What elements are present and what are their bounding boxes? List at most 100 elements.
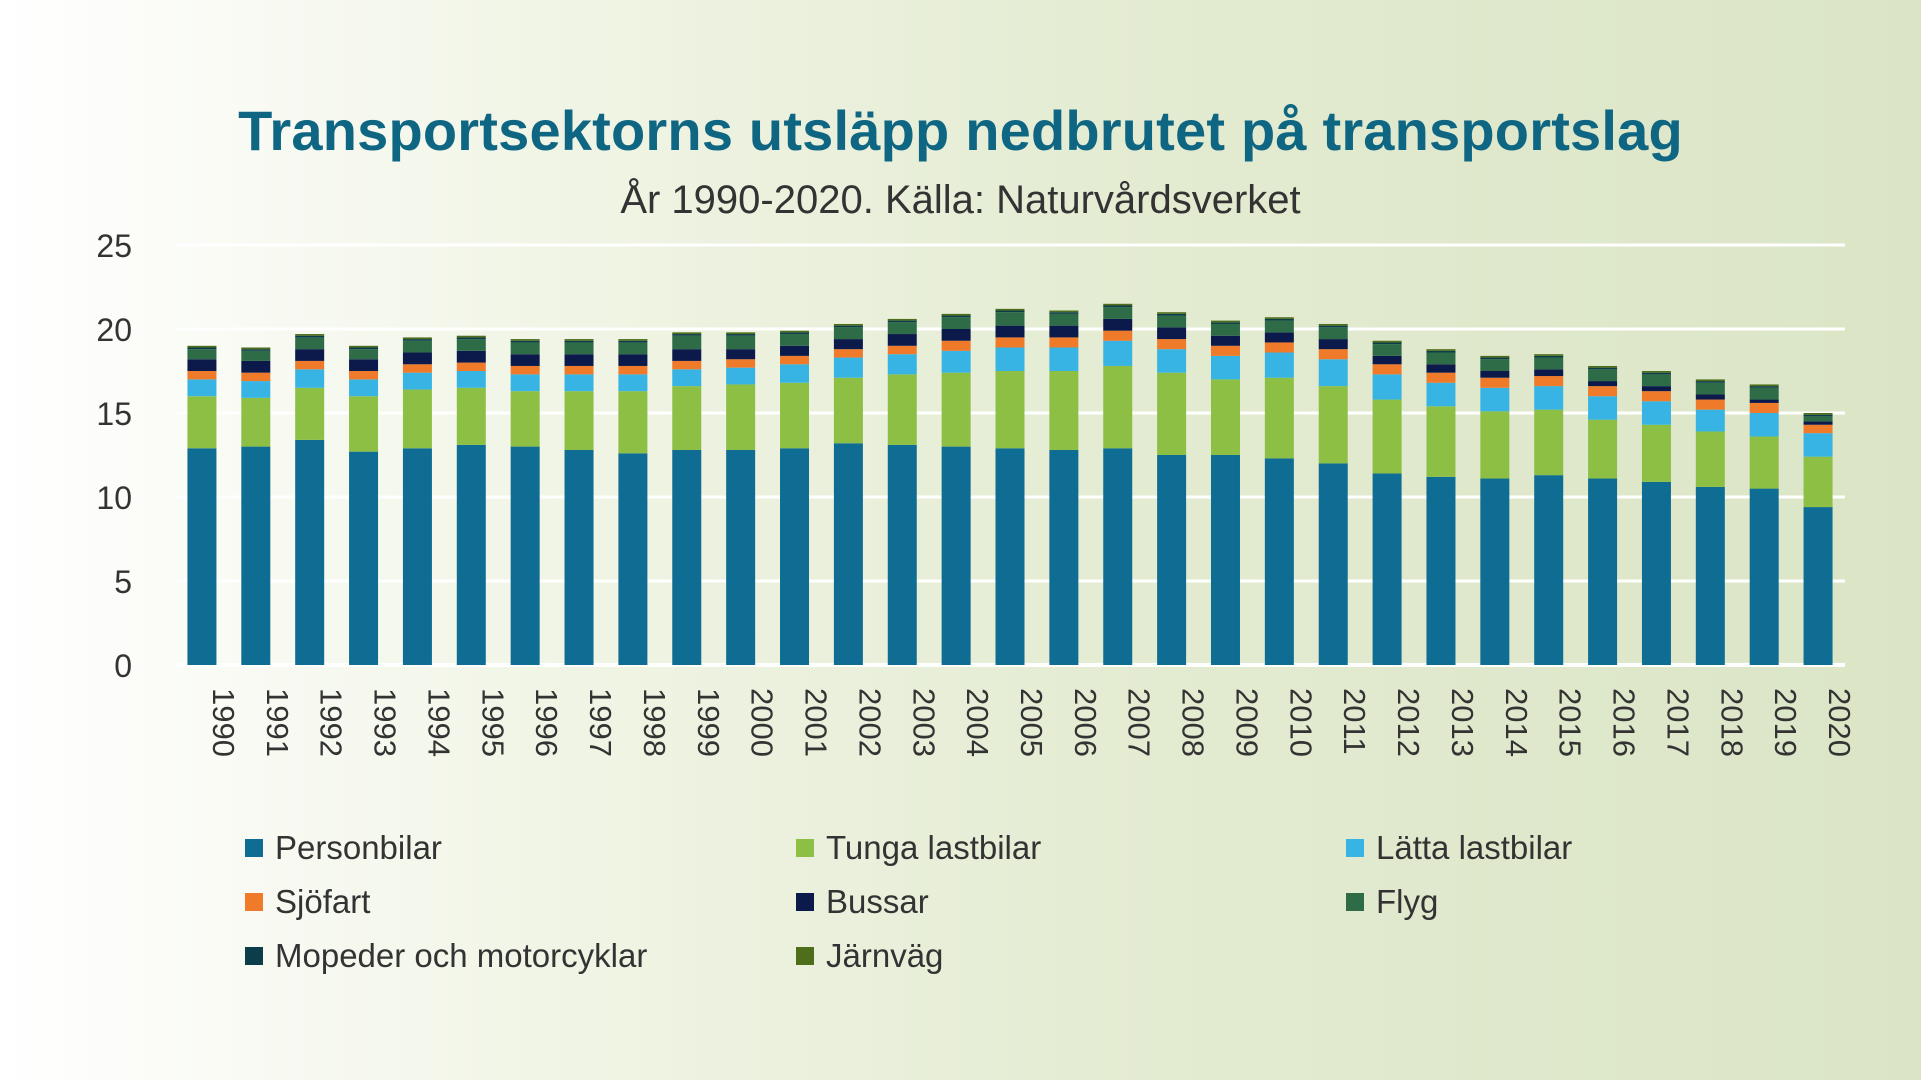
bar-segment [349, 379, 379, 397]
legend-label: Tunga lastbilar [826, 829, 1042, 866]
legend-label: Järnväg [826, 937, 944, 974]
bar-segment [349, 349, 379, 360]
bar-segment [1803, 507, 1833, 665]
bar-segment [349, 371, 379, 380]
bar-segment [1372, 374, 1402, 400]
bar-segment [402, 337, 432, 340]
bar-segment [1264, 317, 1294, 319]
x-tick-label: 2000 [745, 688, 780, 757]
bar-segment [241, 360, 271, 373]
bar-segment [1103, 303, 1133, 306]
bar-segment [1641, 424, 1671, 482]
bar-segment [1749, 399, 1779, 403]
bar-segment [1695, 431, 1725, 487]
bar-segment [1049, 337, 1079, 348]
bar-segment [618, 354, 648, 366]
bar-segment [672, 449, 702, 665]
bar-segment [456, 387, 486, 445]
bar-segment [1588, 419, 1618, 479]
bar-segment [941, 329, 971, 341]
bar-segment [1157, 372, 1187, 455]
bar-segment [887, 374, 917, 445]
bar-segment [1534, 355, 1564, 358]
bar-segment [1210, 379, 1240, 455]
bar-segment [295, 349, 325, 361]
x-tick-label: 2009 [1229, 688, 1264, 757]
y-tick-label: 15 [96, 396, 132, 432]
bar-segment [780, 364, 810, 383]
bar-segment [241, 350, 271, 361]
bar-segment [618, 365, 648, 375]
bar-segment [726, 334, 756, 336]
x-tick-label: 2004 [960, 688, 995, 757]
bar-segment [726, 449, 756, 665]
y-axis-tick-labels: 0 5 10 15 20 25 [96, 228, 132, 684]
bar-segment [1588, 381, 1618, 387]
bar-segment [833, 377, 863, 444]
legend-label: Sjöfart [275, 883, 371, 920]
bar-segment [1264, 318, 1294, 321]
bar-segment [672, 332, 702, 335]
bar-segment [1264, 342, 1294, 353]
bar-segment [1157, 313, 1187, 316]
legend-swatch [796, 893, 814, 911]
legend-label: Lätta lastbilar [1376, 829, 1573, 866]
bar-segment [1641, 386, 1671, 392]
legend-label: Mopeder och motorcyklar [275, 937, 648, 974]
x-tick-label: 2010 [1283, 688, 1318, 757]
bar-segment [1534, 475, 1564, 665]
bar-segment [187, 345, 217, 348]
legend-label: Bussar [826, 883, 929, 920]
y-tick-label: 25 [96, 228, 132, 264]
bar-segment [402, 339, 432, 341]
bar-segment [1318, 463, 1348, 665]
bar-segment [1641, 481, 1671, 665]
bar-segment [456, 339, 486, 351]
x-tick-label: 2016 [1607, 688, 1642, 757]
x-tick-label: 2005 [1014, 688, 1049, 757]
bar-segment [1534, 369, 1564, 377]
bar-segment [887, 334, 917, 346]
bar-segment [1264, 332, 1294, 343]
bar-segment [456, 444, 486, 665]
bar-segment [1426, 350, 1456, 353]
bar-segment [780, 334, 810, 346]
bar-segment [780, 355, 810, 365]
bar-segment [1049, 310, 1079, 313]
bar-segment [995, 337, 1025, 348]
bar-segment [510, 446, 540, 665]
legend-item: Personbilar [245, 828, 442, 868]
bar-segment [1372, 355, 1402, 365]
legend-swatch [245, 893, 263, 911]
bar-segment [1426, 364, 1456, 373]
bar-segment [618, 453, 648, 665]
bar-segment [941, 313, 971, 316]
bar-segment [672, 369, 702, 387]
bar-segment [780, 345, 810, 356]
bar-segment [241, 347, 271, 350]
bar-segment [1749, 386, 1779, 388]
bar-segment [564, 340, 594, 343]
legend-label: Personbilar [275, 829, 442, 866]
bar-segment [456, 362, 486, 371]
bar-segment [941, 350, 971, 373]
bar-segment [241, 381, 271, 398]
bar-segment [1372, 344, 1402, 356]
bar-segment [1264, 352, 1294, 378]
y-tick-label: 0 [114, 648, 132, 684]
x-tick-label: 2003 [906, 688, 941, 757]
bar-segment [941, 372, 971, 447]
bar-segment [887, 322, 917, 335]
bar-segment [1588, 478, 1618, 665]
bar-segment [1588, 369, 1618, 382]
x-tick-label: 2018 [1714, 688, 1749, 757]
bar-segment [672, 360, 702, 370]
bar-segment [726, 384, 756, 450]
bar-segment [833, 325, 863, 328]
bar-segment [1803, 416, 1833, 422]
x-tick-label: 2019 [1768, 688, 1803, 757]
bar-segment [1210, 455, 1240, 665]
bar-segment [1803, 421, 1833, 425]
legend-item: Flyg [1346, 882, 1438, 922]
bar-segment [1588, 396, 1618, 420]
